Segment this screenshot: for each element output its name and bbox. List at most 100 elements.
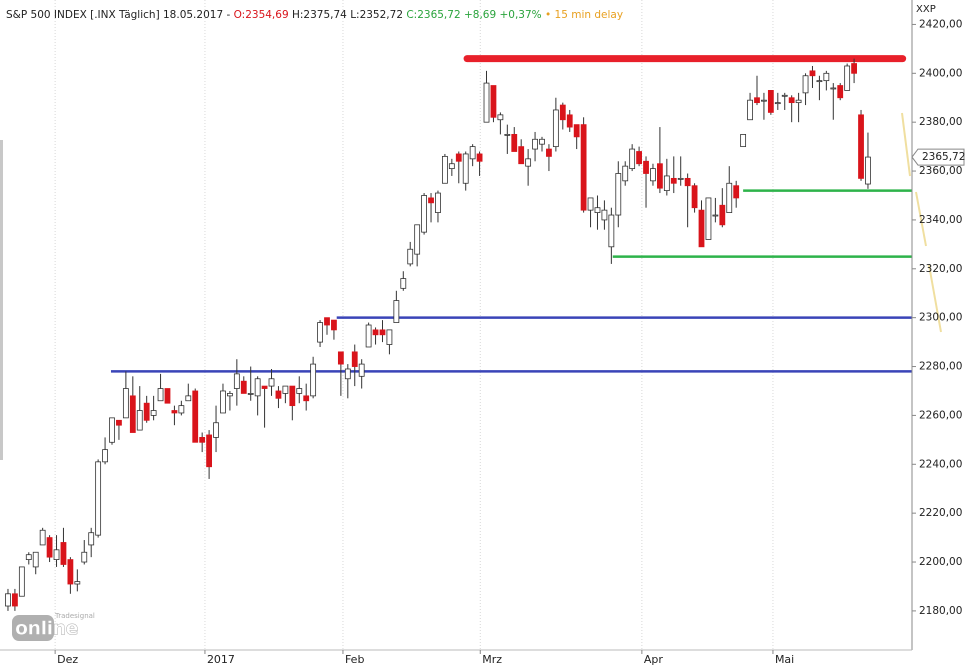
x-tick-label: Mrz [482, 653, 502, 666]
candle-body [435, 192, 441, 213]
candle-body [622, 165, 629, 182]
candle-body [358, 363, 365, 377]
candle-body [296, 388, 303, 394]
candle-body [615, 173, 622, 216]
dash [915, 191, 927, 247]
candle-body [525, 158, 532, 167]
candle-body [532, 138, 538, 150]
candle-body [837, 85, 844, 99]
candle-body [546, 148, 552, 157]
candle-body [670, 177, 677, 184]
candle-body [476, 153, 483, 162]
dash [901, 112, 911, 177]
candle-body [213, 422, 219, 438]
x-tick-label: Mai [775, 653, 794, 666]
candle-body [726, 182, 733, 213]
candle-body [656, 163, 663, 189]
candle-body [781, 94, 788, 97]
candle-body [199, 437, 206, 443]
candle-body [601, 209, 608, 221]
candle-body [192, 390, 199, 443]
last-price-label: 2365,72 [922, 151, 965, 163]
levels [110, 55, 912, 373]
logo: Tradesignal online [12, 612, 95, 641]
candle-body [636, 151, 642, 165]
trend-dashes [901, 112, 942, 333]
candle-body [60, 542, 67, 565]
candle-body [122, 388, 129, 419]
candle-body [372, 329, 379, 336]
candle-body [400, 278, 407, 289]
logo-brand: Tradesignal [54, 612, 95, 620]
candle-body [608, 214, 615, 248]
candle-body [594, 207, 601, 213]
candle-body [143, 402, 150, 421]
x-tick-label: Dez [57, 653, 78, 666]
candle-body [421, 195, 427, 233]
candle-body [32, 551, 39, 568]
y-tick-label: 2380,00 [919, 116, 962, 128]
logo-name: online [15, 618, 78, 640]
candle-body [379, 329, 386, 336]
candle-body [650, 168, 656, 182]
left-edge [0, 140, 3, 460]
candle-body [275, 390, 282, 399]
candle-body [129, 395, 136, 433]
header-bullet: • [545, 9, 551, 21]
candle-body [712, 214, 719, 217]
candle-body [150, 410, 157, 416]
candle-body [643, 160, 649, 174]
candle-body [53, 549, 60, 560]
candle-body [428, 197, 434, 204]
header: S&P 500 INDEX [.INX Täglich] 18.05.2017 … [6, 9, 623, 21]
last-price-box [911, 148, 965, 166]
candle-body [518, 146, 525, 165]
candle-body [865, 156, 871, 185]
candle-body [504, 133, 511, 136]
axes: Dez 2017 Feb Mrz Apr Mai 2180,00 2200,00 2220,00… [54, 18, 965, 666]
y-tick-label: 2420,00 [919, 18, 962, 30]
candle-body [88, 532, 95, 546]
candle-body [747, 99, 753, 121]
candle-body [740, 133, 747, 148]
header-open: O:2354,69 [234, 9, 289, 21]
y-tick-label: 2240,00 [919, 458, 962, 470]
candle-body [247, 393, 254, 395]
candle-body [830, 87, 837, 90]
candles [5, 58, 871, 611]
candle-body [282, 385, 289, 394]
candle-body [761, 99, 767, 102]
axis-label: XXP [916, 4, 936, 15]
candle-body [851, 63, 857, 74]
candle-body [455, 153, 462, 162]
candle-body [337, 351, 344, 365]
candle-body [774, 102, 781, 105]
candle-body [539, 138, 545, 145]
candle-body [386, 329, 393, 345]
candle-body [116, 419, 122, 426]
candle-body [344, 368, 351, 380]
candle-body [677, 177, 684, 180]
header-name: S&P 500 INDEX [.INX Täglich] 18.05.2017 … [6, 9, 230, 21]
candle-body [39, 529, 46, 546]
candle-body [178, 405, 185, 414]
candle-body [809, 70, 816, 77]
candle-body [705, 197, 712, 240]
candle-body [18, 566, 25, 597]
candle-body [733, 185, 740, 199]
candle-body [573, 124, 580, 138]
candle-body [490, 85, 497, 118]
y-tick-label: 2340,00 [919, 214, 962, 226]
candle-body [12, 593, 18, 607]
candle-body [324, 317, 330, 326]
y-tick-label: 2400,00 [919, 67, 962, 79]
header-high: H:2375,74 [292, 9, 347, 21]
candle-body [67, 559, 74, 585]
candle-body [81, 551, 88, 563]
candle-body [261, 385, 268, 389]
candle-body [698, 209, 705, 248]
candle-body [719, 204, 726, 226]
candle-body [185, 395, 192, 402]
candle-body [587, 197, 594, 211]
candle-body [844, 65, 851, 91]
